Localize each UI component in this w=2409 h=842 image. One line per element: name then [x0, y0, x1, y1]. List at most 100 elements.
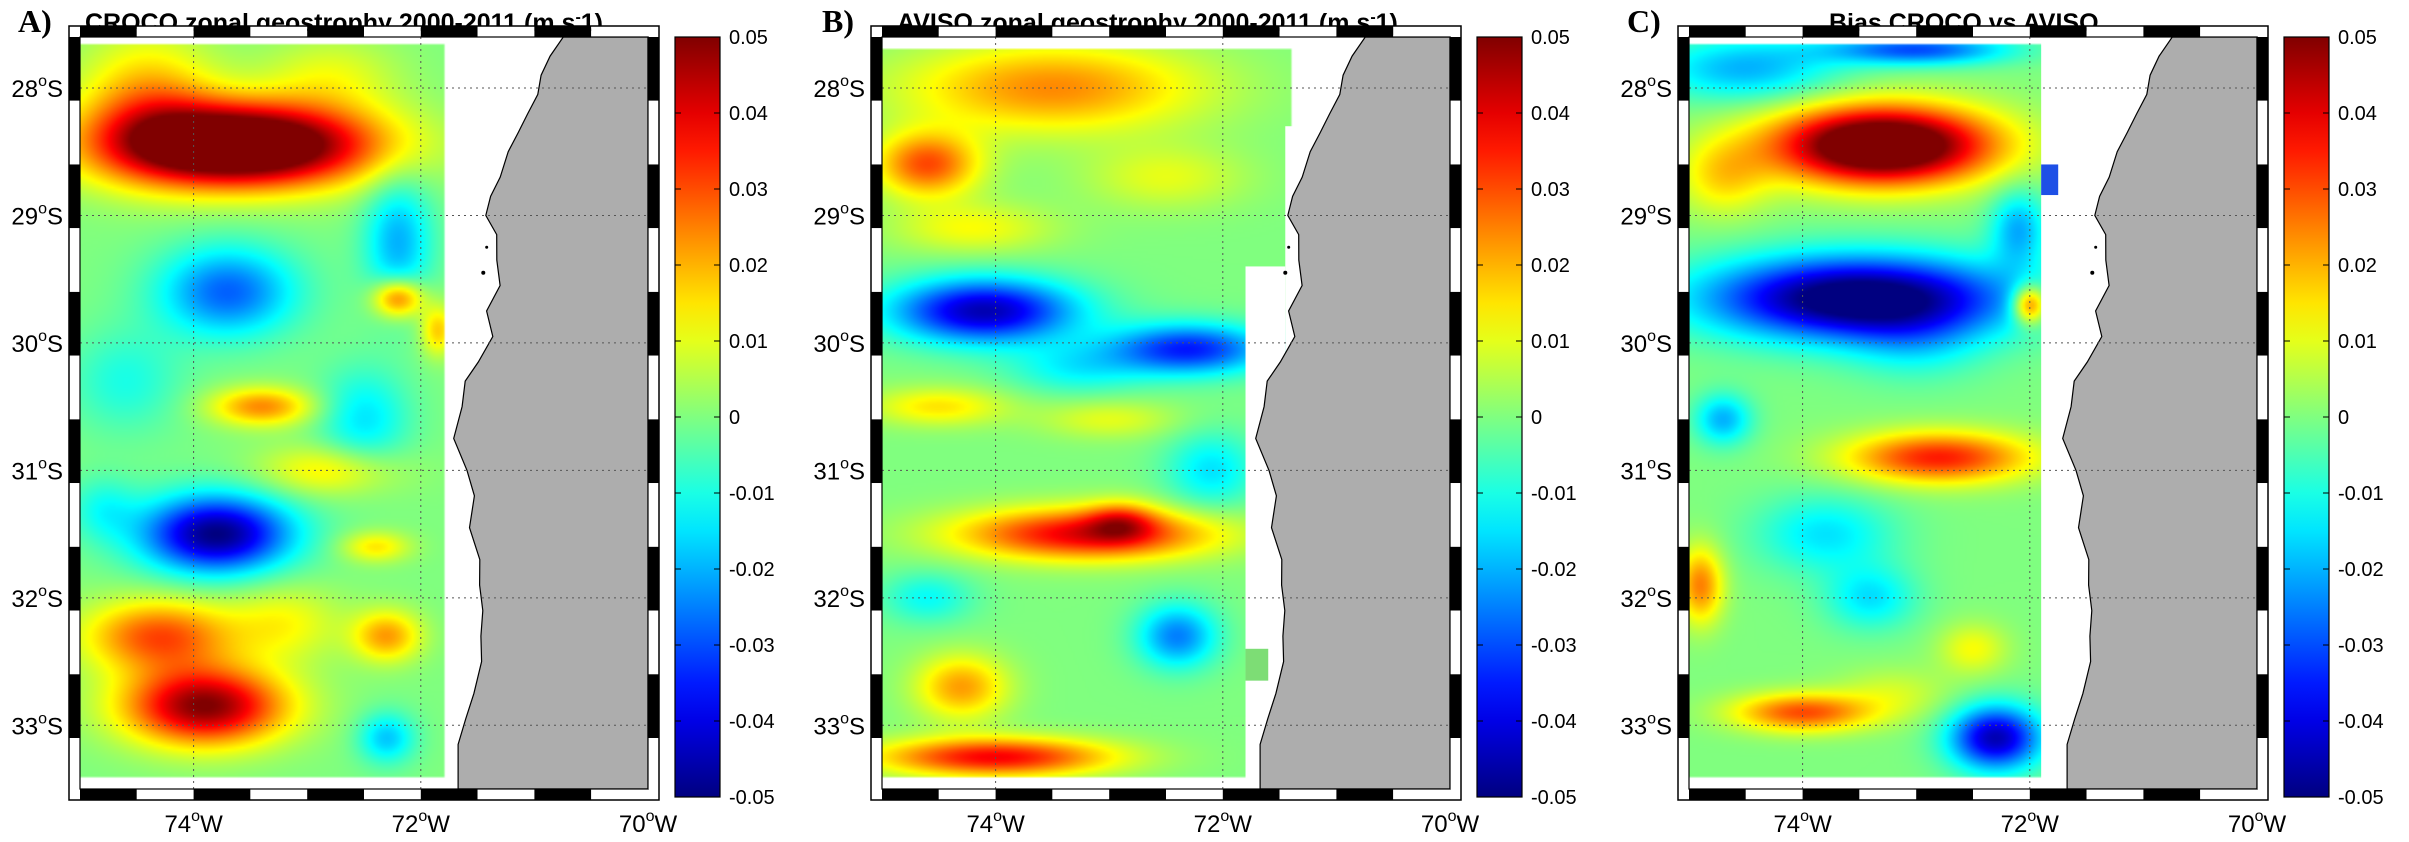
y-tick-label: 33oS: [11, 710, 63, 740]
island: [485, 245, 489, 249]
y-tick-label: 31oS: [1620, 455, 1672, 485]
frame-segment: [591, 26, 648, 37]
colorbar-tick-label: 0.01: [729, 331, 768, 353]
frame-segment: [871, 738, 882, 789]
colorbar-tick-label: -0.04: [729, 711, 775, 733]
frame-segment: [69, 100, 80, 165]
frame-segment: [1678, 228, 1689, 292]
map-frame-inner: [881, 36, 1451, 790]
colorbar-tick-label: -0.01: [2338, 483, 2384, 505]
frame-segment: [69, 419, 80, 484]
frame-segment: [871, 546, 882, 611]
frame-segment: [69, 164, 80, 229]
frame-segment: [1052, 789, 1110, 800]
map-frame-outer: [68, 25, 660, 801]
frame-segment: [648, 419, 659, 484]
colorbar-tick-label: 0.03: [1531, 179, 1570, 201]
frame-segment: [80, 26, 137, 37]
frame-segment: [2257, 37, 2268, 101]
frame-segment: [1678, 738, 1689, 789]
frame-segment: [2257, 291, 2268, 356]
frame-segment: [648, 355, 659, 420]
frame-segment: [1678, 164, 1689, 229]
x-tick-label: 72oW: [2001, 808, 2060, 838]
panel-3: C) Bias CROCO vs AVISO28oS29oS30oS31oS32o…: [1620, 3, 2383, 838]
frame-segment: [1678, 100, 1689, 165]
frame-segment: [1745, 789, 1803, 800]
frame-segment: [871, 100, 882, 165]
frame-segment: [648, 674, 659, 739]
frame-segment: [2029, 26, 2087, 37]
frame-segment: [648, 164, 659, 229]
frame-segment: [648, 291, 659, 356]
frame-segment: [1222, 789, 1280, 800]
colorbar-tick-label: 0.04: [2338, 103, 2377, 125]
y-tick-label: 32oS: [11, 583, 63, 613]
frame-segment: [1745, 26, 1803, 37]
map-frame-inner: [1688, 36, 2258, 790]
frame-segment: [1689, 789, 1746, 800]
y-tick-label: 28oS: [813, 73, 865, 103]
frame-segment: [69, 546, 80, 611]
frame-segment: [534, 26, 592, 37]
panel-letter: A): [18, 3, 52, 39]
frame-segment: [871, 228, 882, 292]
frame-segment: [1450, 419, 1461, 484]
frame-segment: [364, 26, 421, 37]
island: [2090, 270, 2095, 275]
frame-segment: [2029, 789, 2087, 800]
frame-segment: [69, 291, 80, 356]
map-frame-outer: [1677, 25, 2269, 801]
frame-segment: [995, 26, 1053, 37]
island: [1283, 270, 1288, 275]
frame-segment: [648, 100, 659, 165]
island: [2094, 245, 2098, 249]
frame-segment: [69, 355, 80, 420]
frame-segment: [1678, 419, 1689, 484]
frame-segment: [80, 789, 137, 800]
x-tick-label: 74oW: [966, 808, 1025, 838]
frame-segment: [69, 610, 80, 675]
frame-segment: [648, 738, 659, 789]
frame-segment: [1678, 483, 1689, 547]
mask-region: [1245, 648, 1269, 681]
frame-segment: [1336, 789, 1394, 800]
frame-segment: [1678, 37, 1689, 101]
mask-region: [2041, 37, 2064, 789]
y-tick-label: 29oS: [1620, 200, 1672, 230]
frame-segment: [1052, 26, 1110, 37]
colorbar-tick-label: -0.03: [2338, 635, 2384, 657]
frame-segment: [1973, 789, 2030, 800]
colorbar-tick-label: -0.02: [1531, 559, 1577, 581]
colorbar-tick-label: -0.01: [1531, 483, 1577, 505]
frame-segment: [1450, 37, 1461, 101]
colorbar-tick-label: -0.05: [1531, 787, 1577, 809]
colorbar-tick-label: -0.01: [729, 483, 775, 505]
y-tick-label: 31oS: [11, 455, 63, 485]
colorbar-tick-label: 0.04: [729, 103, 768, 125]
frame-segment: [69, 228, 80, 292]
frame-segment: [2200, 26, 2257, 37]
frame-segment: [1450, 100, 1461, 165]
frame-segment: [1802, 26, 1860, 37]
frame-segment: [995, 789, 1053, 800]
colorbar-tick-label: -0.04: [2338, 711, 2384, 733]
island: [481, 270, 486, 275]
colorbar-tick-label: -0.03: [1531, 635, 1577, 657]
frame-segment: [1678, 610, 1689, 675]
frame-segment: [2257, 546, 2268, 611]
colorbar-tick-label: -0.02: [2338, 559, 2384, 581]
colorbar-tick-label: 0: [729, 407, 740, 429]
x-tick-label: 70oW: [2228, 808, 2287, 838]
frame-segment: [2086, 789, 2144, 800]
frame-segment: [1450, 610, 1461, 675]
map-frame-inner: [79, 36, 649, 790]
frame-segment: [420, 26, 478, 37]
colorbar: [2283, 36, 2330, 798]
frame-segment: [1166, 26, 1223, 37]
frame-segment: [871, 164, 882, 229]
frame-segment: [307, 789, 364, 800]
frame-segment: [1859, 26, 1917, 37]
frame-segment: [477, 789, 535, 800]
